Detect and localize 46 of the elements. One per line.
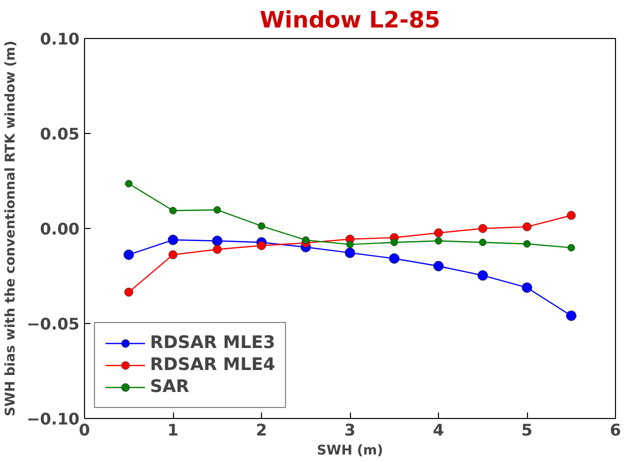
y-tick-label: 0.05 <box>40 124 80 144</box>
point <box>302 236 310 244</box>
point <box>478 270 488 281</box>
point <box>389 253 400 264</box>
point <box>433 260 444 272</box>
y-tick-label: −0.10 <box>26 410 80 428</box>
point <box>124 249 134 260</box>
point <box>258 222 266 230</box>
x-tick-label: 0 <box>78 420 90 440</box>
y-tick-label: −0.05 <box>26 314 80 334</box>
x-axis-title: SWH (m) <box>316 444 384 458</box>
y-tick-label: 0.10 <box>40 30 80 48</box>
x-tick-label: 5 <box>521 420 533 440</box>
point <box>346 240 354 248</box>
point <box>212 236 222 246</box>
point <box>257 241 266 250</box>
point <box>434 237 442 245</box>
point <box>390 238 398 246</box>
legend-label: SAR <box>150 377 190 397</box>
point <box>523 240 531 248</box>
point <box>214 206 221 214</box>
point <box>434 228 443 238</box>
point <box>522 222 532 232</box>
legend-label: RDSAR MLE3 <box>150 333 276 353</box>
point <box>566 310 576 321</box>
point <box>568 244 575 252</box>
chart-title: Window L2-85 <box>260 8 440 34</box>
x-tick-label: 2 <box>256 420 268 440</box>
y-tick-label: 0.00 <box>40 220 80 238</box>
x-tick-label: 1 <box>167 420 179 440</box>
point <box>212 244 222 254</box>
point <box>478 224 488 233</box>
x-tick-label: 4 <box>432 420 444 440</box>
point <box>169 206 177 214</box>
point <box>125 180 132 188</box>
point <box>168 250 178 260</box>
y-axis-title: SWH bias with the conventionnal RTK window (m) <box>4 40 19 416</box>
point <box>344 248 356 258</box>
point <box>566 210 576 220</box>
point <box>124 288 134 297</box>
point <box>168 234 178 246</box>
point <box>479 238 486 246</box>
legend-label: RDSAR MLE4 <box>150 355 276 375</box>
x-tick-label: 3 <box>344 420 356 440</box>
x-tick-label: 6 <box>610 420 622 440</box>
point <box>522 282 532 293</box>
